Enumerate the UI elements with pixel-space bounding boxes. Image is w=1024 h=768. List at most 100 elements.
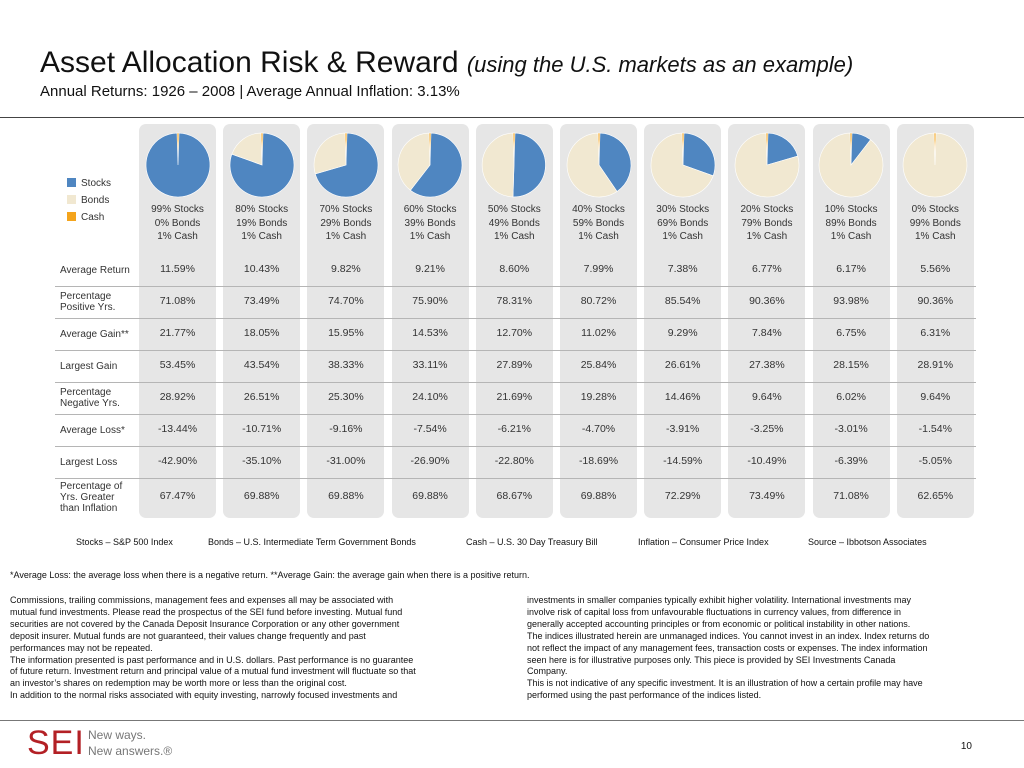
table-cell: 15.95% xyxy=(328,327,364,339)
allocation-label: 30% Stocks 69% Bonds 1% Cash xyxy=(644,203,721,244)
table-cell: 80.72% xyxy=(580,295,617,307)
table-cell: 69.88% xyxy=(580,490,617,502)
table-cell: 71.08% xyxy=(833,490,869,502)
table-cell: -3.01% xyxy=(834,423,868,435)
row-label-line: Percentage xyxy=(60,291,112,302)
source-note: Stocks – S&P 500 Index xyxy=(76,537,173,547)
table-cell: 69.88% xyxy=(412,490,448,502)
table-cell: -26.90% xyxy=(410,455,450,467)
allocation-label-line: 30% Stocks xyxy=(656,204,710,215)
table-cell: 7.38% xyxy=(667,263,698,275)
source-note: Bonds – U.S. Intermediate Term Governmen… xyxy=(208,537,416,547)
allocation-label-line: 79% Bonds xyxy=(741,217,793,229)
row-label-line: Largest Gain xyxy=(60,360,118,372)
legend-label-bonds: Bonds xyxy=(81,195,110,206)
pie-slice-stocks xyxy=(598,132,631,192)
table-cell: 14.53% xyxy=(412,327,448,339)
pie-slice-bonds xyxy=(650,132,714,198)
row-divider xyxy=(55,350,976,351)
row-divider xyxy=(55,414,976,415)
allocation-pie xyxy=(482,132,547,198)
table-cell: -13.44% xyxy=(157,423,198,435)
allocation-label-line: 99% Bonds xyxy=(909,217,961,229)
table-cell: 6.17% xyxy=(836,263,866,275)
allocation-label: 10% Stocks 89% Bonds 1% Cash xyxy=(813,203,890,244)
table-cell: 24.10% xyxy=(412,391,448,403)
allocation-label-line: 20% Stocks xyxy=(740,204,794,215)
disclaimer-line: investments in smaller companies typical… xyxy=(527,595,911,605)
disclaimer-right: investments in smaller companies typical… xyxy=(527,595,929,702)
disclaimer-line: performances may not be repeated. xyxy=(10,642,153,653)
row-label-line: Largest Loss xyxy=(60,456,118,468)
allocation-pie xyxy=(397,132,463,198)
table-cell: 26.51% xyxy=(243,391,280,403)
table-cell: 27.38% xyxy=(749,359,785,371)
allocation-pie xyxy=(650,132,715,198)
row-label-line: Percentage xyxy=(60,387,112,398)
allocation-label-line: 0% Bonds xyxy=(154,217,201,229)
table-cell: -7.54% xyxy=(413,423,447,435)
allocation-label-line: 1% Cash xyxy=(241,231,282,242)
pie-slice-stocks xyxy=(512,132,547,198)
legend-swatch-bonds xyxy=(67,195,76,204)
row-label: Percentage of Yrs. Greater than Inflation xyxy=(60,481,122,514)
table-cell: 6.75% xyxy=(836,327,866,339)
pie-slice-stocks xyxy=(410,132,463,198)
row-label: Average Loss* xyxy=(60,425,125,436)
table-cell: -6.21% xyxy=(497,423,531,435)
table-cell: 11.02% xyxy=(581,327,616,339)
allocation-label-line: 0% Stocks xyxy=(911,204,959,215)
table-cell: 27.89% xyxy=(496,359,533,371)
allocation-label-line: 1% Cash xyxy=(325,231,367,242)
row-label-line: Positive Yrs. xyxy=(60,302,116,313)
table-cell: 74.70% xyxy=(328,295,364,307)
row-divider xyxy=(55,382,976,383)
table-cell: 6.31% xyxy=(920,327,951,339)
logo-mark: SEI xyxy=(27,724,85,762)
allocation-label: 80% Stocks 19% Bonds 1% Cash xyxy=(223,203,300,244)
allocation-pie xyxy=(313,132,379,198)
logo-tagline: New ways. New answers.® xyxy=(88,727,172,759)
table-cell: -10.49% xyxy=(747,455,787,467)
table-cell: 69.88% xyxy=(243,490,280,502)
row-label: Average Gain** xyxy=(60,329,129,340)
disclaimer-left: Commissions, trailing commissions, manag… xyxy=(10,595,416,702)
disclaimer-line: deposit insurer. Mutual funds are not gu… xyxy=(10,630,366,641)
tagline-line-1: New ways. xyxy=(88,728,147,742)
table-cell: 11.59% xyxy=(160,263,195,275)
footnote: *Average Loss: the average loss when the… xyxy=(10,570,530,580)
row-divider xyxy=(55,478,976,479)
disclaimer-line: mutual fund investments. Please read the… xyxy=(10,606,403,617)
pie-slice-bonds xyxy=(566,132,617,198)
table-cell: -10.71% xyxy=(242,423,282,435)
title-main: Asset Allocation Risk & Reward xyxy=(40,46,459,79)
disclaimer-line: seen here is for illustrative purposes o… xyxy=(527,654,896,665)
table-cell: 75.90% xyxy=(412,295,448,307)
allocation-pie xyxy=(566,132,631,198)
table-cell: 21.69% xyxy=(496,391,533,403)
allocation-label-line: 1% Cash xyxy=(157,231,198,242)
legend-label-stocks: Stocks xyxy=(81,178,112,189)
table-cell: 5.56% xyxy=(920,263,951,275)
allocation-label-line: 1% Cash xyxy=(746,231,788,242)
table-cell: 28.15% xyxy=(833,359,869,371)
table-cell: 38.33% xyxy=(328,359,364,371)
allocation-label-line: 1% Cash xyxy=(409,231,451,242)
table-cell: -42.90% xyxy=(157,455,198,467)
table-cell: 21.77% xyxy=(159,327,196,339)
disclaimer-line: The information presented is past perfor… xyxy=(10,654,414,665)
allocation-label-line: 80% Stocks xyxy=(235,204,289,215)
table-cell: 9.82% xyxy=(331,263,361,275)
disclaimer-line: Commissions, trailing commissions, manag… xyxy=(10,595,394,605)
row-label: Percentage Negative Yrs. xyxy=(60,387,120,409)
table-cell: 19.28% xyxy=(580,391,617,403)
allocation-pie xyxy=(734,132,800,198)
allocation-label-line: 1% Cash xyxy=(915,231,956,242)
row-divider xyxy=(55,446,976,447)
table-cell: 43.54% xyxy=(243,359,280,371)
table-cell: -35.10% xyxy=(242,455,282,467)
table-cell: 68.67% xyxy=(496,490,533,502)
allocation-label-line: 39% Bonds xyxy=(404,217,456,229)
allocation-label-line: 59% Bonds xyxy=(572,217,625,229)
table-cell: 73.49% xyxy=(749,490,785,502)
